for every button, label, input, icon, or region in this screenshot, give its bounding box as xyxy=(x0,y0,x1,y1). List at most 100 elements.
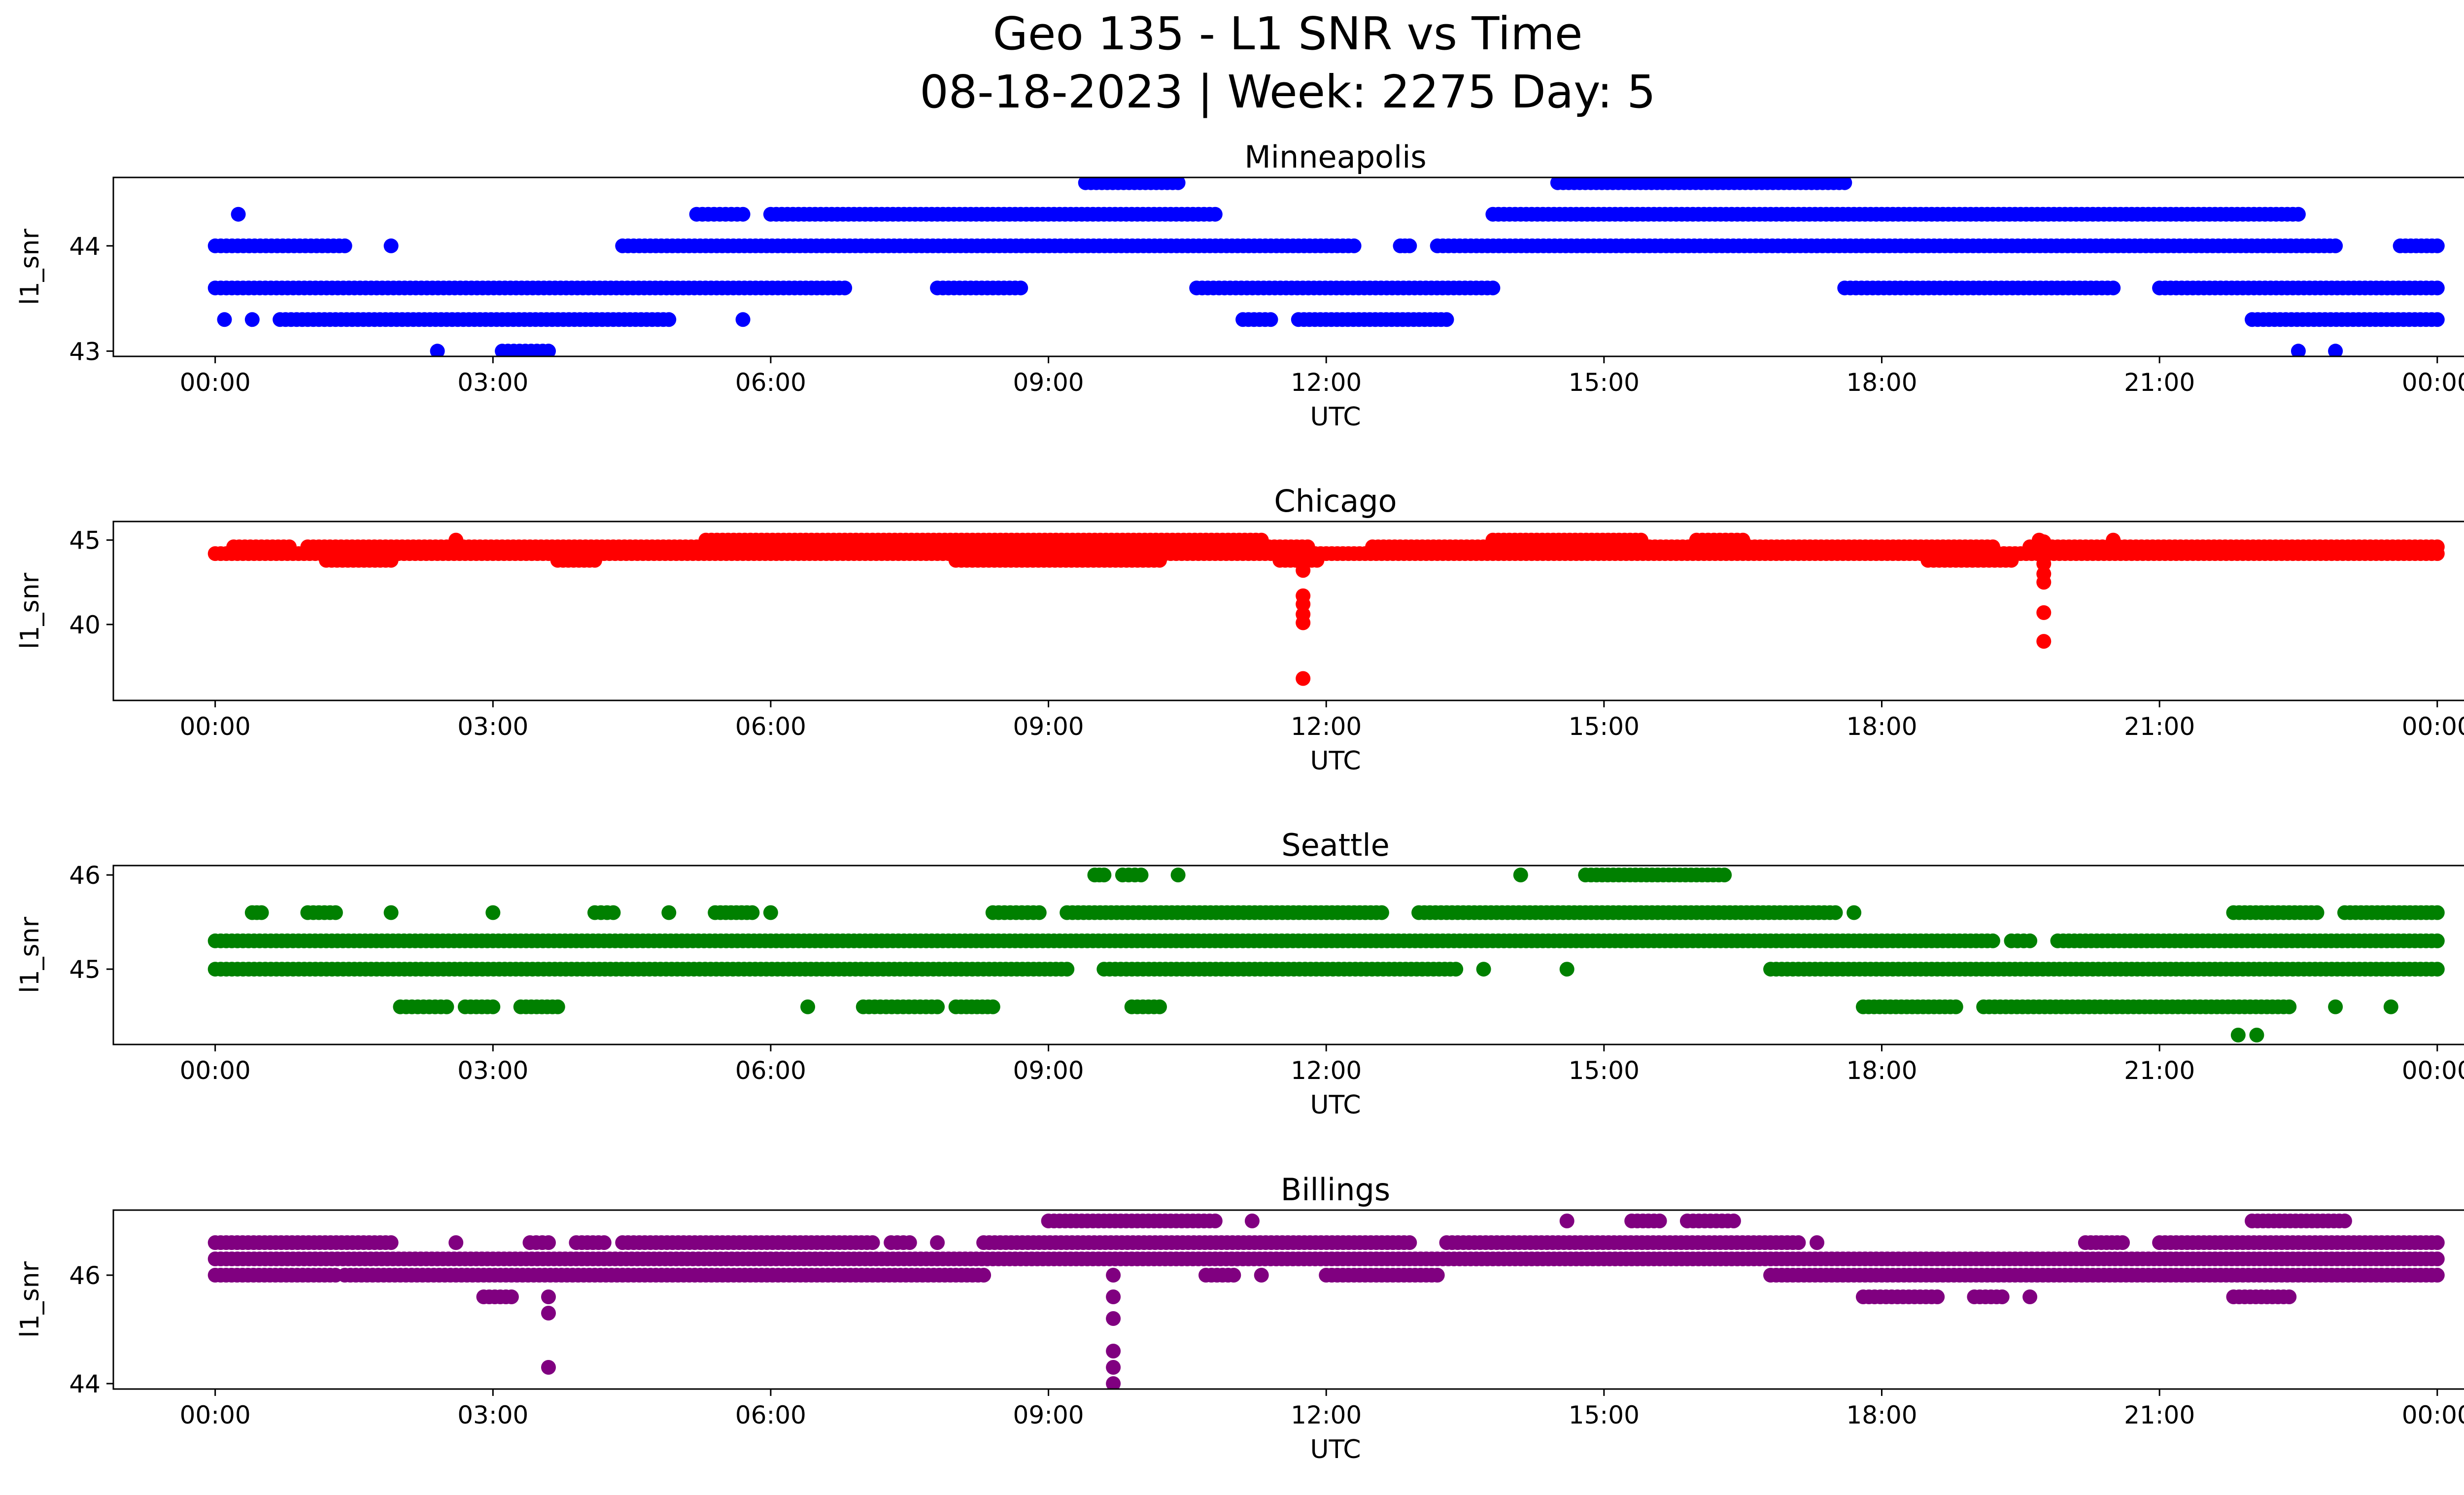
data-point xyxy=(837,280,853,296)
y-tick-label: 43 xyxy=(69,337,101,366)
data-point xyxy=(1430,1268,1445,1283)
axes-frame xyxy=(112,176,2464,357)
data-point xyxy=(1031,905,1047,920)
x-tick-label: 00:00 xyxy=(2402,1056,2464,1085)
data-point xyxy=(1106,1360,1121,1375)
x-tick-label: 06:00 xyxy=(735,1401,806,1429)
x-tick-label: 15:00 xyxy=(1569,368,1640,397)
data-point xyxy=(1828,905,1843,920)
data-point xyxy=(383,238,399,253)
data-point xyxy=(587,553,602,568)
data-point xyxy=(1106,1376,1121,1389)
data-point xyxy=(976,1268,992,1283)
x-tick-label: 12:00 xyxy=(1291,368,1362,397)
x-tick-label: 00:00 xyxy=(180,1056,251,1085)
data-point xyxy=(1263,312,1278,327)
y-tick-label: 40 xyxy=(69,611,101,639)
data-point xyxy=(1810,1235,1824,1250)
x-tick-label: 09:00 xyxy=(1013,712,1084,741)
data-point xyxy=(1847,905,1862,920)
data-point xyxy=(2430,962,2445,977)
data-point xyxy=(1170,868,1186,883)
data-point xyxy=(2430,546,2445,561)
x-tick-label: 03:00 xyxy=(457,368,528,397)
data-point xyxy=(1296,615,1311,630)
y-axis-label: l1_snr xyxy=(15,1261,45,1338)
x-tick-label: 18:00 xyxy=(1846,1401,1917,1429)
data-point xyxy=(541,344,556,356)
x-tick-label: 21:00 xyxy=(2124,368,2195,397)
data-point xyxy=(1254,1268,1269,1283)
data-point xyxy=(1207,207,1223,222)
x-tick-label: 15:00 xyxy=(1569,712,1640,741)
data-point xyxy=(2036,634,2052,649)
data-point xyxy=(2115,1235,2130,1250)
x-tick-label: 00:00 xyxy=(180,368,251,397)
figure-title-line1: Geo 135 - L1 SNR vs Time xyxy=(993,7,1583,60)
data-point xyxy=(541,1306,556,1321)
x-tick-label: 03:00 xyxy=(457,712,528,741)
axes-frame xyxy=(112,1209,2464,1390)
data-point xyxy=(1374,905,1389,920)
data-point xyxy=(550,999,565,1014)
data-point xyxy=(2291,207,2306,222)
data-point xyxy=(2430,905,2445,920)
data-point xyxy=(2036,534,2052,550)
x-tick-label: 15:00 xyxy=(1569,1056,1640,1085)
data-points xyxy=(207,868,2445,1043)
data-point xyxy=(448,1235,464,1250)
x-tick-label: 09:00 xyxy=(1013,1401,1084,1429)
data-point xyxy=(485,905,501,920)
data-point xyxy=(1060,962,1075,977)
data-point xyxy=(1106,1268,1121,1283)
data-point xyxy=(930,999,945,1014)
x-tick-label: 12:00 xyxy=(1291,1401,1362,1429)
data-points xyxy=(207,532,2445,686)
x-tick-label: 06:00 xyxy=(735,1056,806,1085)
x-tick-label: 00:00 xyxy=(2402,712,2464,741)
data-point xyxy=(606,905,621,920)
data-point xyxy=(2291,344,2306,356)
data-point xyxy=(930,1235,945,1250)
data-point xyxy=(2430,238,2445,253)
x-tick-label: 03:00 xyxy=(457,1401,528,1429)
data-point xyxy=(735,207,751,222)
y-tick-label: 46 xyxy=(69,861,101,890)
data-point xyxy=(485,999,501,1014)
data-point xyxy=(430,344,445,356)
data-point xyxy=(1726,1214,1741,1228)
data-point xyxy=(337,238,352,253)
data-point xyxy=(1226,1268,1241,1283)
data-point xyxy=(1152,553,1167,568)
data-point xyxy=(541,1235,556,1250)
data-point xyxy=(1485,280,1501,296)
x-tick-label: 06:00 xyxy=(735,712,806,741)
x-tick-label: 00:00 xyxy=(180,1401,251,1429)
data-point xyxy=(1207,1214,1223,1228)
data-point xyxy=(1559,962,1574,977)
subplot-seattle: Seattle 00:00 03:00 06:00 09:00 12:00 15:00 18:… xyxy=(15,827,2464,1120)
subplot-panels: Minneapolis 00:00 03:00 06:00 09:00 12:00 15:0… xyxy=(15,139,2464,1464)
data-point xyxy=(1170,177,1186,190)
x-tick-label: 12:00 xyxy=(1291,712,1362,741)
data-point xyxy=(800,999,816,1014)
data-point xyxy=(661,312,677,327)
x-tick-label: 00:00 xyxy=(2402,1401,2464,1429)
data-point xyxy=(541,1289,556,1304)
data-point xyxy=(2036,605,2052,620)
subplot-chicago: Chicago 00:00 03:00 06:00 09:00 12:00 15:00 18:… xyxy=(15,483,2464,776)
data-point xyxy=(2282,999,2297,1014)
data-point xyxy=(541,1360,556,1375)
data-point xyxy=(1652,1214,1667,1228)
data-point xyxy=(1152,999,1167,1014)
x-tick-label: 21:00 xyxy=(2124,1401,2195,1429)
data-point xyxy=(2430,1235,2445,1250)
data-point xyxy=(2430,1252,2445,1266)
data-point xyxy=(2328,238,2343,253)
data-point xyxy=(865,1235,880,1250)
data-point xyxy=(1296,671,1311,686)
x-tick-label: 03:00 xyxy=(457,1056,528,1085)
data-point xyxy=(1476,962,1491,977)
data-point xyxy=(2004,553,2019,568)
